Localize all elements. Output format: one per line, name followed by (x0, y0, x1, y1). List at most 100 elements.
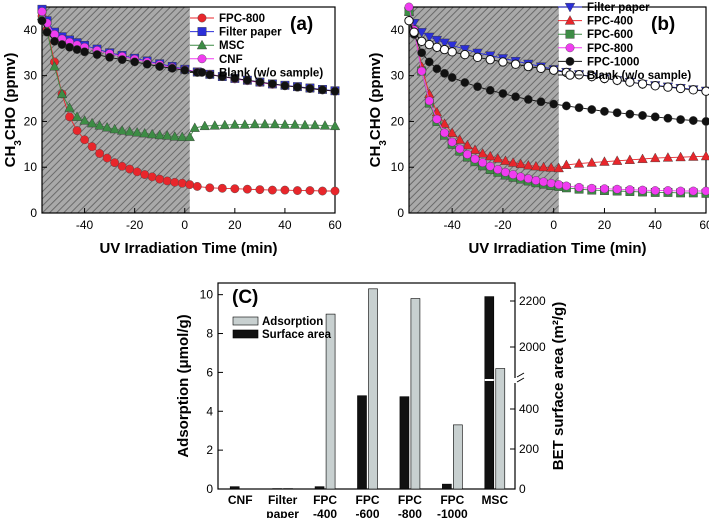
y-tick-label: 10 (24, 160, 38, 174)
data-point-blank-w-o-sample (549, 66, 557, 74)
legend-marker-fpc-1000 (566, 57, 574, 65)
data-point-fpc-800 (140, 170, 148, 178)
left-y-tick-label: 6 (206, 365, 213, 379)
legend-label: CNF (219, 54, 243, 66)
legend-marker-blank-w-o-sample (566, 71, 574, 79)
data-point-fpc-1000 (417, 49, 425, 57)
x-tick-label: 0 (181, 218, 188, 232)
y-tick-label: 0 (30, 206, 37, 220)
data-point-blank-w-o-sample (118, 55, 126, 63)
data-point-blank-w-o-sample (461, 50, 469, 58)
y-tick-label: 20 (24, 114, 38, 128)
data-point-fpc-800 (256, 185, 264, 193)
data-point-fpc-1000 (433, 65, 441, 73)
x-tick-label: -20 (494, 218, 512, 232)
data-point-fpc-800 (613, 185, 621, 193)
data-point-fpc-800 (293, 186, 301, 194)
legend-label: FPC-800 (587, 43, 633, 55)
left-y-tick-label: 4 (206, 404, 213, 418)
legend-label: Filter paper (219, 27, 282, 39)
bar-adsorption (453, 425, 462, 489)
category-label: MSC (481, 493, 508, 507)
y-tick-label: 30 (24, 69, 38, 83)
y-tick-label: 20 (391, 114, 405, 128)
bar-adsorption (369, 289, 378, 489)
data-point-fpc-800 (651, 186, 659, 194)
bar-adsorption (496, 369, 505, 489)
data-point-fpc-800 (478, 158, 486, 166)
bar-adsorption (411, 299, 420, 489)
category-label: FPC (440, 493, 464, 507)
data-point-blank-w-o-sample (38, 17, 46, 25)
data-point-fpc-800 (626, 185, 634, 193)
data-point-fpc-1000 (676, 115, 684, 123)
data-point-fpc-800 (555, 180, 563, 188)
data-point-cnf (38, 7, 46, 15)
data-point-blank-w-o-sample (156, 62, 164, 70)
data-point-blank-w-o-sample (511, 60, 519, 68)
x-tick-label: 40 (278, 218, 292, 232)
data-point-fpc-800 (433, 115, 441, 123)
data-point-blank-w-o-sample (65, 43, 73, 51)
data-point-fpc-800 (562, 182, 570, 190)
x-axis-label: UV Irradiation Time (min) (468, 240, 646, 257)
data-point-fpc-800 (268, 186, 276, 194)
data-point-blank-w-o-sample (499, 58, 507, 66)
data-point-fpc-1000 (600, 107, 608, 115)
data-point-msc (290, 120, 300, 129)
data-point-blank-w-o-sample (268, 80, 276, 88)
data-point-fpc-800 (186, 180, 194, 188)
data-point-fpc-400 (701, 151, 709, 160)
y-tick-label: 10 (391, 160, 405, 174)
data-point-fpc-800 (125, 165, 133, 173)
data-point-fpc-800 (547, 179, 555, 187)
data-point-fpc-400 (689, 152, 699, 161)
right-y-tick-label: 2200 (519, 294, 546, 308)
data-point-blank-w-o-sample (58, 40, 66, 48)
data-point-blank-w-o-sample (73, 45, 81, 53)
data-point-blank-w-o-sample (473, 53, 481, 61)
data-point-fpc-800 (156, 175, 164, 183)
data-point-fpc-800 (532, 176, 540, 184)
data-point-blank-w-o-sample (537, 64, 545, 72)
right-y-axis-label: BET surface area (m²/g) (550, 302, 567, 470)
data-point-fpc-1000 (651, 113, 659, 121)
data-point-fpc-800 (417, 67, 425, 75)
data-point-blank-w-o-sample (410, 28, 418, 36)
data-point-fpc-800 (103, 154, 111, 162)
left-y-axis-label: Adsorption (μmol/g) (175, 314, 192, 457)
data-point-fpc-800 (676, 187, 684, 195)
data-point-fpc-800 (218, 184, 226, 192)
data-point-fpc-1000 (448, 73, 456, 81)
data-point-msc (250, 119, 260, 128)
bar-surface-area (230, 487, 239, 489)
legend-swatch-adsorption (233, 317, 258, 325)
category-label: -600 (355, 507, 379, 518)
panel-label: (a) (290, 14, 313, 35)
data-point-blank-w-o-sample (702, 87, 709, 95)
data-point-fpc-800 (575, 183, 583, 191)
legend-swatch-surface-area (233, 330, 258, 338)
data-point-blank-w-o-sample (206, 71, 214, 79)
category-label: CNF (228, 493, 253, 507)
y-tick-label: 40 (24, 23, 38, 37)
data-point-fpc-1000 (461, 78, 469, 86)
right-y-tick-label: 400 (519, 402, 539, 416)
data-point-fpc-1000 (588, 105, 596, 113)
data-point-blank-w-o-sample (318, 86, 326, 94)
data-point-fpc-800 (588, 184, 596, 192)
x-tick-label: -40 (76, 218, 94, 232)
x-tick-label: 40 (649, 218, 663, 232)
data-point-fpc-1000 (499, 89, 507, 97)
legend-label: FPC-400 (587, 16, 633, 28)
category-label: -1000 (437, 507, 468, 518)
data-point-blank-w-o-sample (50, 37, 58, 45)
legend-label: MSC (219, 40, 245, 52)
left-y-tick-label: 8 (206, 327, 213, 341)
data-point-fpc-1000 (537, 98, 545, 106)
data-point-fpc-800 (243, 185, 251, 193)
data-point-blank-w-o-sample (689, 86, 697, 94)
legend-marker-blank-w-o-sample (198, 68, 206, 76)
category-label: FPC (398, 493, 422, 507)
